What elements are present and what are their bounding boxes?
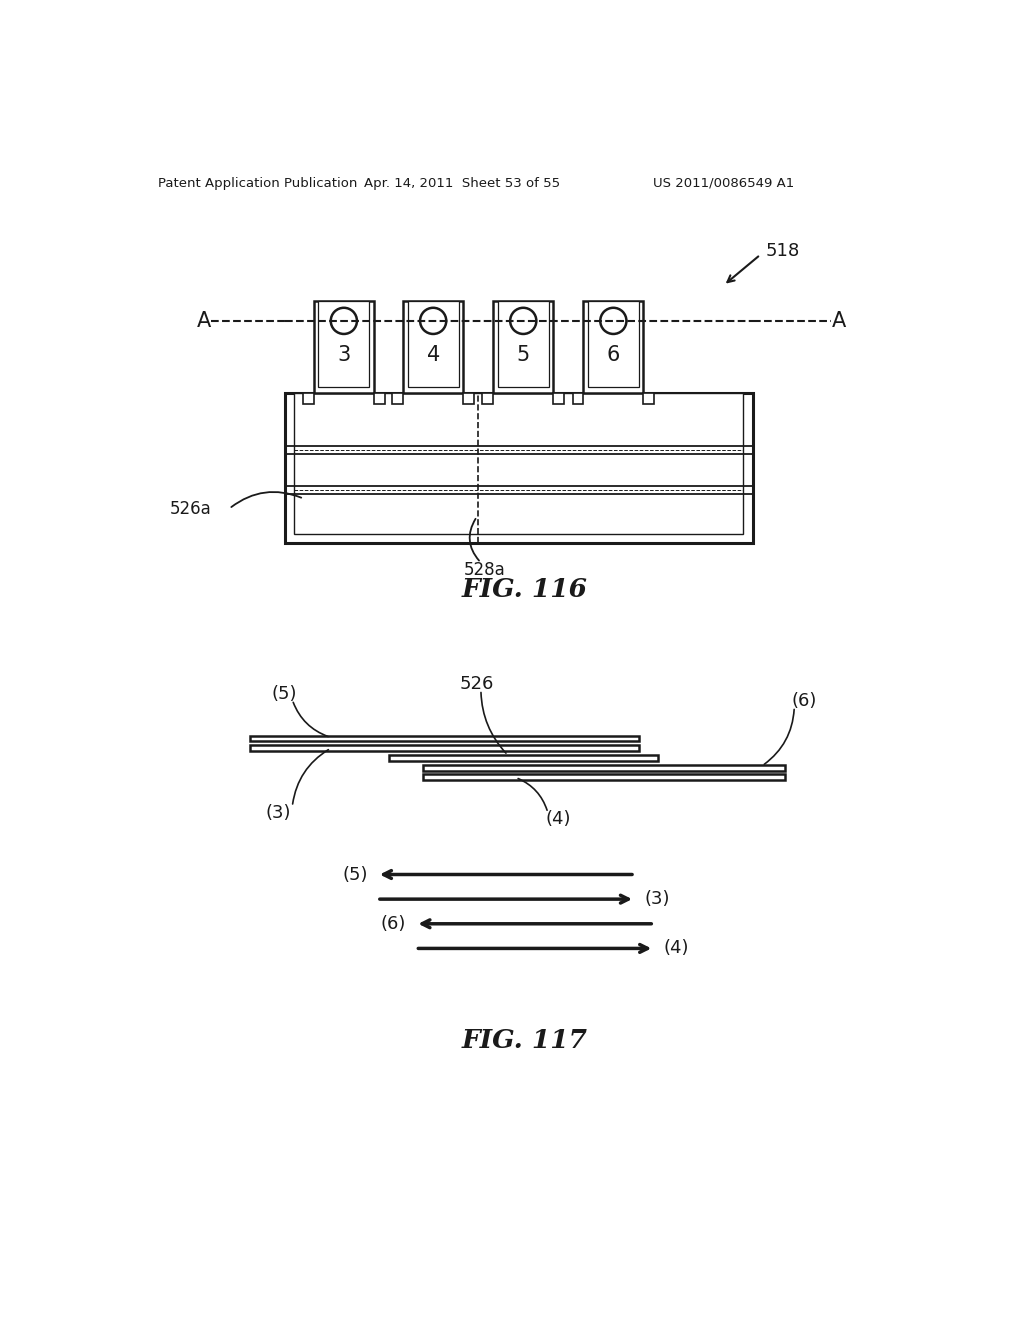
Bar bbox=[588, 301, 639, 387]
Circle shape bbox=[600, 308, 627, 334]
Text: 3: 3 bbox=[337, 345, 350, 364]
Text: Apr. 14, 2011  Sheet 53 of 55: Apr. 14, 2011 Sheet 53 of 55 bbox=[364, 177, 560, 190]
Bar bbox=[250, 744, 639, 751]
Text: 5: 5 bbox=[517, 345, 529, 364]
Bar bbox=[643, 393, 654, 404]
Text: (3): (3) bbox=[265, 804, 291, 822]
Bar bbox=[572, 393, 584, 404]
Bar bbox=[408, 301, 459, 387]
Text: (5): (5) bbox=[342, 866, 368, 883]
Bar bbox=[374, 393, 385, 404]
Text: (6): (6) bbox=[792, 692, 817, 710]
Bar bbox=[498, 301, 549, 387]
Bar bbox=[553, 393, 564, 404]
Bar bbox=[303, 393, 313, 404]
Bar bbox=[392, 393, 403, 404]
Bar bbox=[463, 393, 474, 404]
Circle shape bbox=[331, 308, 357, 334]
Text: 526: 526 bbox=[460, 675, 495, 693]
Text: (4): (4) bbox=[664, 940, 689, 957]
Text: FIG. 117: FIG. 117 bbox=[462, 1027, 588, 1052]
Text: (3): (3) bbox=[644, 890, 670, 908]
Bar bbox=[285, 393, 753, 544]
Bar bbox=[584, 301, 643, 393]
Text: (4): (4) bbox=[545, 810, 570, 828]
Bar bbox=[313, 301, 374, 393]
Bar bbox=[494, 301, 553, 393]
Bar bbox=[294, 393, 743, 535]
Text: (6): (6) bbox=[381, 915, 407, 933]
Circle shape bbox=[420, 308, 446, 334]
Text: 526a: 526a bbox=[170, 500, 211, 517]
Text: A: A bbox=[831, 312, 846, 331]
Bar bbox=[250, 737, 639, 742]
Text: 518: 518 bbox=[766, 242, 800, 260]
Text: 6: 6 bbox=[606, 345, 621, 364]
Text: US 2011/0086549 A1: US 2011/0086549 A1 bbox=[653, 177, 794, 190]
Bar bbox=[482, 393, 494, 404]
Bar bbox=[423, 766, 785, 771]
Text: (5): (5) bbox=[271, 685, 297, 702]
Bar bbox=[318, 301, 370, 387]
Text: 4: 4 bbox=[427, 345, 439, 364]
Text: Patent Application Publication: Patent Application Publication bbox=[158, 177, 357, 190]
Text: FIG. 116: FIG. 116 bbox=[462, 577, 588, 602]
Bar bbox=[403, 301, 463, 393]
Circle shape bbox=[510, 308, 537, 334]
Text: A: A bbox=[197, 312, 211, 331]
Bar bbox=[423, 775, 785, 780]
Bar bbox=[388, 755, 658, 760]
Text: 528a: 528a bbox=[464, 561, 506, 579]
